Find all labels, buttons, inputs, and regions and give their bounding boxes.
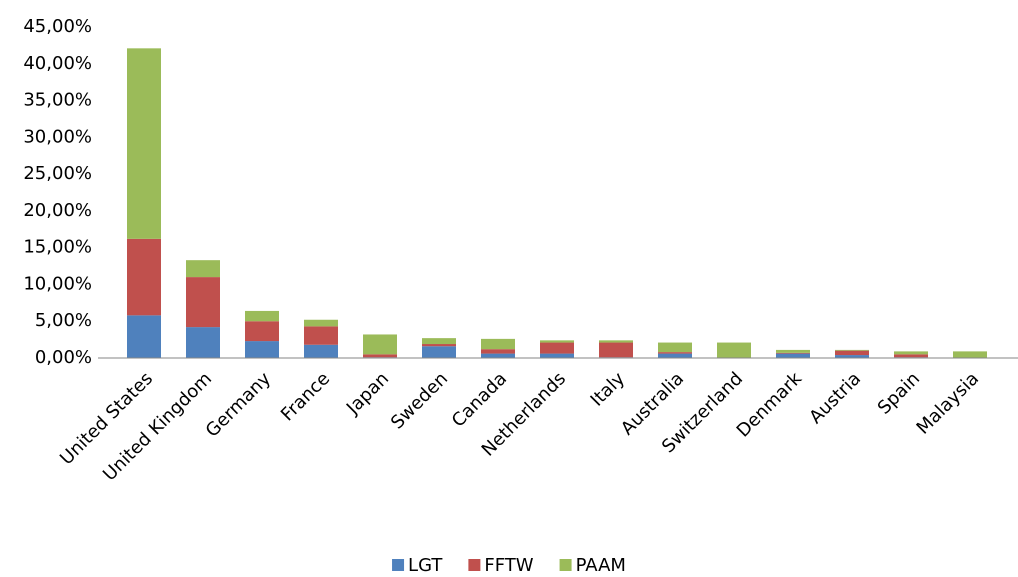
bar-segment [599,340,633,343]
bar-segment [186,327,220,358]
bar-segment [422,344,456,347]
bar-segment [304,344,338,358]
y-tick-label: 35,00% [23,90,92,111]
y-tick-label: 20,00% [23,200,92,221]
bar-segment [186,277,220,328]
y-tick-label: 0,00% [35,347,92,368]
x-tick-label: United Kingdom [99,368,216,485]
y-tick-label: 45,00% [23,16,92,37]
bar-segment [304,319,338,327]
legend-swatch [392,559,405,571]
bar-segment [127,238,161,316]
bar-segment [186,260,220,278]
bar-segment [127,315,161,358]
bar-segment [894,354,928,358]
bar-segment [540,340,574,343]
bar-segment [776,353,810,358]
bar-segment [481,338,515,350]
x-tick-label: Italy [587,368,630,411]
bar-segment [422,338,456,345]
bar-segment [599,342,633,358]
x-tick-label: France [277,368,334,425]
x-tick-label: Denmark [733,368,807,442]
x-tick-label: Austria [805,368,865,428]
x-tick-label: Malaysia [913,368,983,438]
legend-swatch [468,559,481,571]
y-tick-label: 30,00% [23,126,92,147]
bar-segment [481,353,515,358]
bar-segment [835,349,869,351]
legend-label: PAAM [576,555,626,576]
x-tick-label: Spain [874,368,924,418]
bar-segment [540,353,574,358]
bar-segment [953,351,987,358]
y-tick-label: 15,00% [23,237,92,258]
bar-segment [127,48,161,239]
bar-segment [481,349,515,354]
bar-segment [894,351,928,355]
bar-segment [776,352,810,354]
y-tick-label: 5,00% [35,310,92,331]
bar-segment [363,354,397,358]
y-tick-label: 25,00% [23,163,92,184]
bar-segment [245,310,279,322]
bar-segment [658,352,692,354]
bar-segment [245,321,279,342]
bar-segment [245,341,279,358]
bar-segment [658,353,692,358]
bar-segment [422,346,456,358]
bar-segment [304,326,338,345]
bar-segment [717,342,751,358]
bar-segment [835,355,869,358]
bar-segment [363,334,397,355]
legend-label: LGT [408,555,443,576]
x-tick-label: Japan [342,368,393,419]
bar-segment [835,350,869,356]
bar-segment [540,342,574,354]
legend-swatch [559,559,572,571]
y-tick-label: 40,00% [23,53,92,74]
x-tick-label: Sweden [387,368,452,433]
legend-label: FFTW [484,555,533,576]
x-tick-label: Germany [202,368,276,442]
y-tick-label: 10,00% [23,273,92,294]
bar-segment [658,342,692,353]
bar-segment [776,349,810,353]
